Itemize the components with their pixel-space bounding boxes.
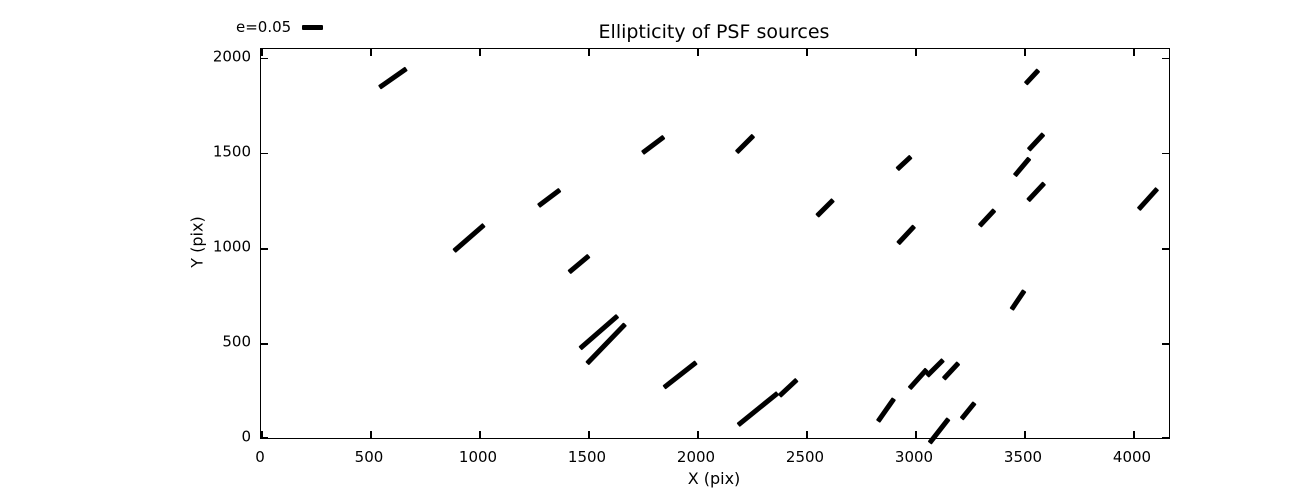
legend-reference-stick (302, 25, 324, 30)
psf-ellipticity-stick (1026, 181, 1046, 203)
x-axis-tick (261, 49, 263, 56)
x-axis-tick (1024, 49, 1026, 56)
y-tick-label: 1500 (212, 142, 251, 161)
x-tick-label: 4000 (1112, 448, 1152, 466)
psf-ellipticity-stick (777, 378, 798, 398)
y-axis-tick (1162, 248, 1169, 250)
psf-ellipticity-stick (536, 187, 561, 208)
legend: e=0.05 (236, 18, 324, 36)
x-axis-tick (1133, 49, 1135, 56)
x-axis-tick (1024, 431, 1026, 438)
x-axis-tick (261, 431, 263, 438)
x-axis-tick (1133, 431, 1135, 438)
y-axis-tick (261, 57, 268, 60)
x-axis-tick (915, 431, 917, 438)
y-axis-tick (1162, 436, 1169, 438)
y-axis-tick (261, 436, 268, 438)
psf-ellipticity-stick (567, 253, 591, 275)
y-axis-label: Y (pix) (187, 216, 207, 268)
psf-ellipticity-stick (875, 396, 897, 423)
x-tick-label: 0 (255, 448, 265, 466)
x-tick-label: 2000 (676, 448, 716, 466)
x-axis-tick (479, 49, 481, 56)
x-tick-label: 1000 (458, 448, 498, 466)
x-axis-tick (697, 431, 699, 438)
x-axis-tick (806, 431, 808, 438)
chart-title: Ellipticity of PSF sources (598, 21, 830, 43)
x-axis-label: X (pix) (687, 469, 741, 488)
y-axis-tick (261, 152, 268, 155)
y-axis-tick (1162, 343, 1169, 345)
y-tick-label: 2000 (212, 47, 251, 66)
x-axis-tick (915, 49, 917, 56)
psf-ellipticity-stick (959, 401, 977, 421)
psf-ellipticity-stick (452, 222, 486, 253)
psf-ellipticity-stick (895, 154, 913, 171)
psf-ellipticity-stick (814, 198, 835, 218)
x-tick-label: 500 (354, 448, 384, 466)
x-axis-tick (588, 431, 590, 438)
y-axis-tick (261, 248, 268, 250)
psf-ellipticity-stick (736, 390, 780, 427)
x-axis-tick (806, 49, 808, 56)
psf-ellipticity-stick (942, 361, 961, 381)
plot-area (260, 48, 1170, 445)
legend-label: e=0.05 (236, 18, 292, 36)
psf-ellipticity-stick (896, 224, 917, 245)
x-tick-label: 2500 (785, 448, 825, 466)
psf-ellipticity-stick (927, 417, 951, 445)
x-axis-tick (370, 431, 372, 438)
x-tick-label: 3000 (894, 448, 934, 466)
psf-ellipticity-stick (925, 358, 945, 378)
psf-ellipticity-stick (977, 207, 997, 228)
x-axis-tick (479, 431, 481, 438)
psf-ellipticity-stick (1008, 289, 1027, 312)
y-axis-tick (261, 343, 268, 345)
psf-ellipticity-stick (907, 367, 929, 390)
y-axis-tick (1162, 57, 1169, 60)
x-axis-tick (588, 49, 590, 56)
x-tick-label: 1500 (567, 448, 607, 466)
psf-ellipticity-stick (377, 66, 408, 90)
psf-ellipticity-stick (641, 135, 666, 156)
psf-ellipticity-stick (1026, 131, 1046, 152)
psf-ellipticity-stick (662, 360, 698, 390)
y-tick-label: 500 (222, 332, 251, 351)
psf-ellipticity-stick (1137, 186, 1160, 211)
y-tick-label: 0 (241, 427, 251, 446)
psf-ellipticity-stick (1023, 68, 1040, 86)
x-axis-tick (697, 49, 699, 56)
y-axis-tick (1162, 152, 1169, 155)
y-tick-label: 1000 (212, 237, 251, 256)
psf-ellipticity-stick (734, 134, 756, 155)
x-tick-label: 3500 (1003, 448, 1043, 466)
psf-ellipticity-stick (1012, 156, 1032, 178)
x-axis-tick (370, 49, 372, 56)
